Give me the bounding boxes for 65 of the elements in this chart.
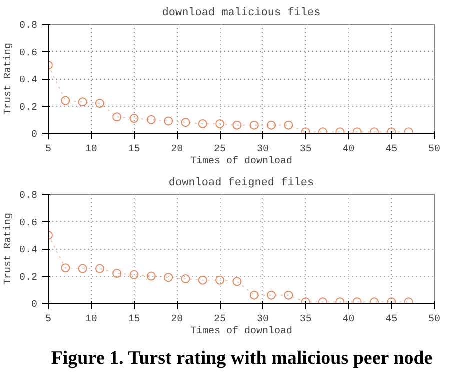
y-tick-label: 0.8 xyxy=(19,21,38,32)
point xyxy=(146,272,156,281)
point xyxy=(250,290,259,300)
point xyxy=(267,290,276,300)
x-axis-title: Times of download xyxy=(190,156,293,168)
point xyxy=(164,116,174,126)
x-tick-label: 5 xyxy=(46,314,52,326)
x-tick-label: 50 xyxy=(428,144,441,156)
point xyxy=(198,276,208,285)
point xyxy=(250,120,259,130)
x-tick-label: 20 xyxy=(171,144,184,156)
y-axis-title: Trust Rating xyxy=(2,42,14,116)
y-tick-label: 0.4 xyxy=(19,246,38,256)
x-tick-label: 40 xyxy=(342,314,355,326)
x-tick-label: 30 xyxy=(256,314,269,326)
point xyxy=(232,120,242,130)
y-tick-label: 0 xyxy=(32,130,38,141)
point xyxy=(130,114,139,124)
x-tick-label: 35 xyxy=(300,314,312,326)
point xyxy=(95,264,104,274)
point xyxy=(164,273,174,282)
point xyxy=(112,112,122,122)
y-tick-label: 0.6 xyxy=(19,218,38,230)
point xyxy=(267,120,276,130)
x-tick-label: 45 xyxy=(386,144,398,156)
y-tick-label: 0 xyxy=(32,300,38,311)
y-axis-title: Trust Rating xyxy=(2,212,14,286)
point xyxy=(78,264,88,274)
x-tick-label: 25 xyxy=(214,144,226,156)
x-tick-label: 5 xyxy=(46,144,52,156)
y-tick-label: 0.4 xyxy=(19,76,38,86)
point xyxy=(61,264,70,273)
x-tick-label: 40 xyxy=(342,144,355,156)
x-tick-label: 15 xyxy=(128,144,140,156)
point xyxy=(232,277,242,286)
point xyxy=(181,274,190,284)
x-axis-title: Times of download xyxy=(190,326,293,338)
point xyxy=(284,120,294,130)
point xyxy=(146,115,156,124)
point xyxy=(216,276,225,285)
chart-title: download feigned files xyxy=(168,178,314,190)
caption: Figure 1. Turst rating with malicious peer node xyxy=(51,347,433,371)
point xyxy=(284,290,294,300)
point xyxy=(130,270,139,280)
y-tick-label: 0.2 xyxy=(19,102,38,114)
x-tick-label: 35 xyxy=(300,144,312,156)
y-tick-label: 0.6 xyxy=(19,48,38,60)
point xyxy=(95,99,104,108)
x-tick-label: 45 xyxy=(386,314,398,326)
x-tick-label: 25 xyxy=(214,314,226,326)
point xyxy=(198,119,208,128)
x-tick-label: 15 xyxy=(128,314,140,326)
x-tick-label: 20 xyxy=(171,314,184,326)
point xyxy=(112,269,122,278)
point xyxy=(181,118,190,128)
point xyxy=(78,98,88,107)
chart-title: download malicious files xyxy=(162,8,321,20)
x-tick-label: 10 xyxy=(85,314,98,326)
x-tick-label: 50 xyxy=(428,314,441,326)
y-tick-label: 0.2 xyxy=(19,272,38,284)
point xyxy=(61,96,70,106)
x-tick-label: 30 xyxy=(256,144,269,156)
point xyxy=(216,119,225,128)
y-tick-label: 0.8 xyxy=(19,191,38,202)
x-tick-label: 10 xyxy=(85,144,98,156)
